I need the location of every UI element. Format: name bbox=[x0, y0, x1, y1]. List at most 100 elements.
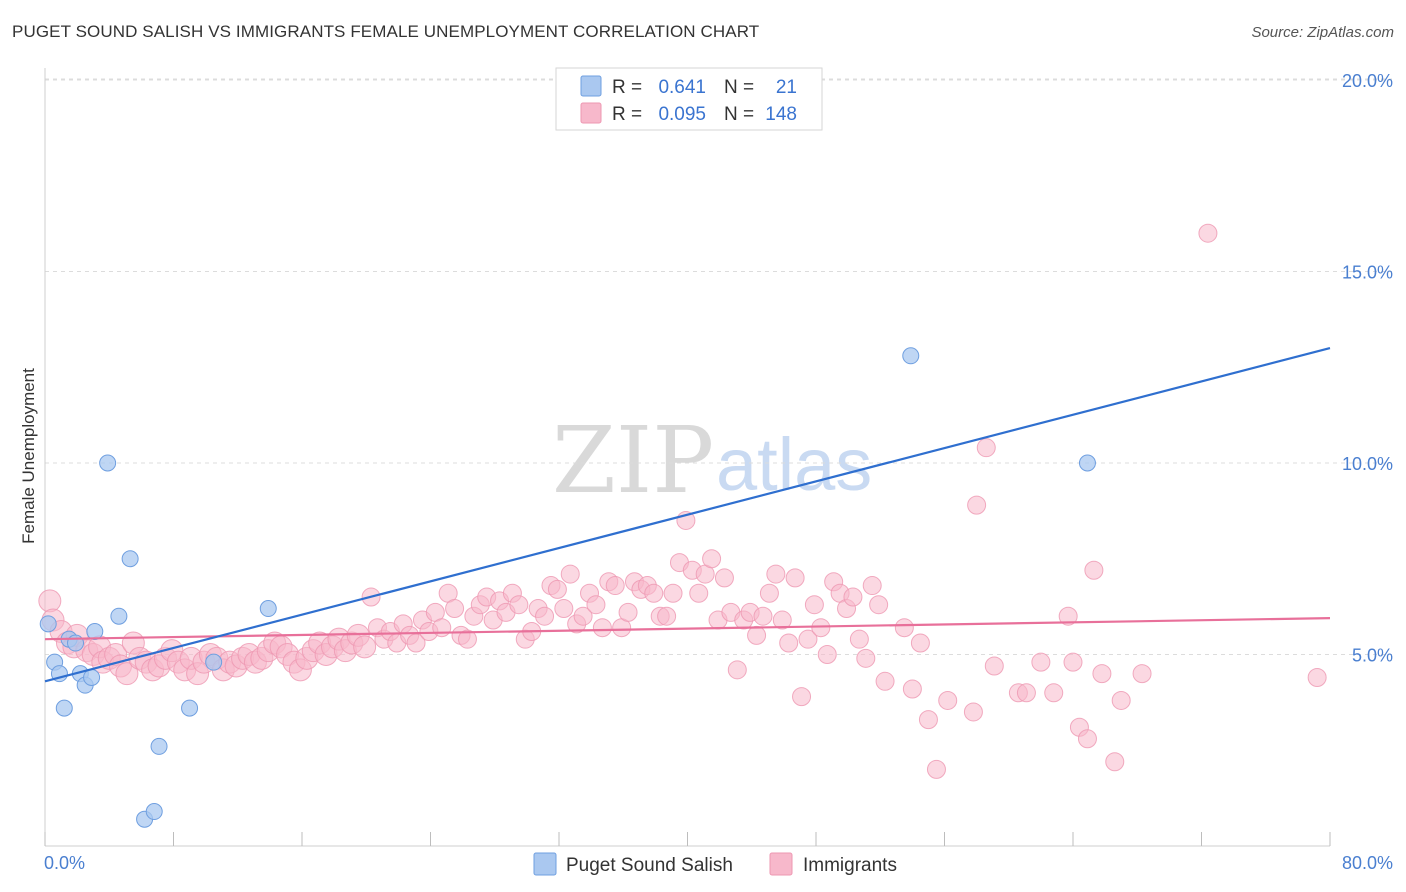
immigrants-point bbox=[547, 579, 567, 599]
legend-r-value-2: 0.095 bbox=[658, 104, 706, 125]
immigrants-point bbox=[792, 687, 812, 707]
x-ticks bbox=[44, 832, 1331, 846]
puget-sound-salish-point bbox=[83, 668, 101, 686]
immigrants-point bbox=[902, 679, 922, 699]
immigrants-point bbox=[663, 583, 683, 603]
legend-n-value-1: 21 bbox=[776, 77, 797, 98]
immigrants-point bbox=[779, 633, 799, 653]
series-legend: Puget Sound Salish Immigrants bbox=[533, 852, 897, 876]
immigrants-point bbox=[976, 438, 996, 458]
immigrants-point bbox=[759, 583, 779, 603]
immigrants-point bbox=[592, 618, 612, 638]
immigrants-point bbox=[1016, 683, 1036, 703]
puget-sound-salish-point bbox=[39, 615, 57, 633]
immigrants-point bbox=[727, 660, 747, 680]
immigrants-point bbox=[432, 618, 452, 638]
watermark-atlas: atlas bbox=[716, 423, 872, 506]
immigrants-point bbox=[849, 629, 869, 649]
immigrants-point bbox=[984, 656, 1004, 676]
immigrants-point bbox=[918, 710, 938, 730]
x-tick-label-max: 80.0% bbox=[1342, 853, 1393, 873]
series-label-immigrants: Immigrants bbox=[803, 855, 897, 876]
immigrants-point bbox=[554, 599, 574, 619]
immigrants-point bbox=[445, 599, 465, 619]
immigrants-point bbox=[1111, 690, 1131, 710]
immigrants-point bbox=[509, 595, 529, 615]
puget-sound-salish-point bbox=[121, 550, 139, 568]
immigrants-point bbox=[618, 602, 638, 622]
immigrants-point bbox=[753, 606, 773, 626]
immigrants-point bbox=[747, 625, 767, 645]
immigrants-point bbox=[910, 633, 930, 653]
immigrants-point bbox=[926, 759, 946, 779]
immigrants-point bbox=[843, 587, 863, 607]
immigrants-point bbox=[1084, 560, 1104, 580]
immigrants-point bbox=[560, 564, 580, 584]
immigrants-point bbox=[856, 648, 876, 668]
immigrants-point bbox=[869, 595, 889, 615]
gridlines bbox=[45, 78, 1392, 655]
legend-swatch-blue bbox=[580, 75, 602, 97]
immigrants-points bbox=[38, 223, 1327, 779]
immigrants-point bbox=[689, 583, 709, 603]
immigrants-point bbox=[115, 662, 139, 686]
puget-sound-salish-point bbox=[99, 454, 117, 472]
chart-title: PUGET SOUND SALISH VS IMMIGRANTS FEMALE … bbox=[12, 22, 760, 41]
puget-sound-salish-point bbox=[150, 737, 168, 755]
puget-sound-salish-point bbox=[205, 653, 223, 671]
immigrants-point bbox=[1198, 223, 1218, 243]
immigrants-point bbox=[785, 568, 805, 588]
immigrants-point bbox=[605, 576, 625, 596]
immigrants-trend-line bbox=[44, 617, 1331, 641]
series-swatch-blue bbox=[533, 852, 557, 876]
immigrants-point bbox=[811, 618, 831, 638]
y-tick-label: 10.0% bbox=[1342, 454, 1393, 474]
immigrants-point bbox=[1031, 652, 1051, 672]
puget-sound-salish-trend-line bbox=[44, 347, 1331, 683]
legend-n-label-2: N = bbox=[724, 104, 754, 125]
immigrants-point bbox=[657, 606, 677, 626]
immigrants-point bbox=[894, 618, 914, 638]
series-label-puget-sound-salish: Puget Sound Salish bbox=[566, 855, 733, 876]
immigrants-point bbox=[967, 495, 987, 515]
immigrants-point bbox=[1105, 752, 1125, 772]
immigrants-point bbox=[875, 671, 895, 691]
source-credit: Source: ZipAtlas.com bbox=[1251, 24, 1394, 41]
puget-sound-salish-point bbox=[110, 607, 128, 625]
immigrants-point bbox=[772, 610, 792, 630]
immigrants-point bbox=[798, 629, 818, 649]
puget-sound-salish-point bbox=[67, 634, 85, 652]
legend-r-value-1: 0.641 bbox=[658, 77, 706, 98]
immigrants-point bbox=[702, 549, 722, 569]
y-axis-label: Female Unemployment bbox=[19, 368, 38, 544]
legend-swatch-pink bbox=[580, 102, 602, 124]
immigrants-point bbox=[457, 629, 477, 649]
puget-sound-salish-point bbox=[1078, 454, 1096, 472]
immigrants-point bbox=[573, 606, 593, 626]
immigrants-point bbox=[1058, 606, 1078, 626]
puget-sound-salish-point bbox=[902, 347, 920, 365]
immigrants-point bbox=[1092, 664, 1112, 684]
immigrants-point bbox=[586, 595, 606, 615]
immigrants-point bbox=[535, 606, 555, 626]
y-tick-label: 20.0% bbox=[1342, 71, 1393, 91]
immigrants-point bbox=[938, 690, 958, 710]
legend-n-value-2: 148 bbox=[765, 104, 797, 125]
puget-sound-salish-point bbox=[145, 803, 163, 821]
legend-r-label-1: R = bbox=[612, 77, 642, 98]
immigrants-point bbox=[804, 595, 824, 615]
puget-sound-salish-point bbox=[86, 623, 104, 641]
immigrants-point bbox=[1063, 652, 1083, 672]
immigrants-point bbox=[38, 589, 62, 613]
immigrants-point bbox=[963, 702, 983, 722]
y-tick-label: 5.0% bbox=[1352, 646, 1393, 666]
immigrants-point bbox=[766, 564, 786, 584]
immigrants-point bbox=[1044, 683, 1064, 703]
legend-r-label-2: R = bbox=[612, 104, 642, 125]
immigrants-point bbox=[353, 635, 377, 659]
series-swatch-pink bbox=[769, 852, 793, 876]
immigrants-point bbox=[1077, 729, 1097, 749]
x-tick-label-min: 0.0% bbox=[44, 853, 85, 873]
puget-sound-salish-point bbox=[55, 699, 73, 717]
